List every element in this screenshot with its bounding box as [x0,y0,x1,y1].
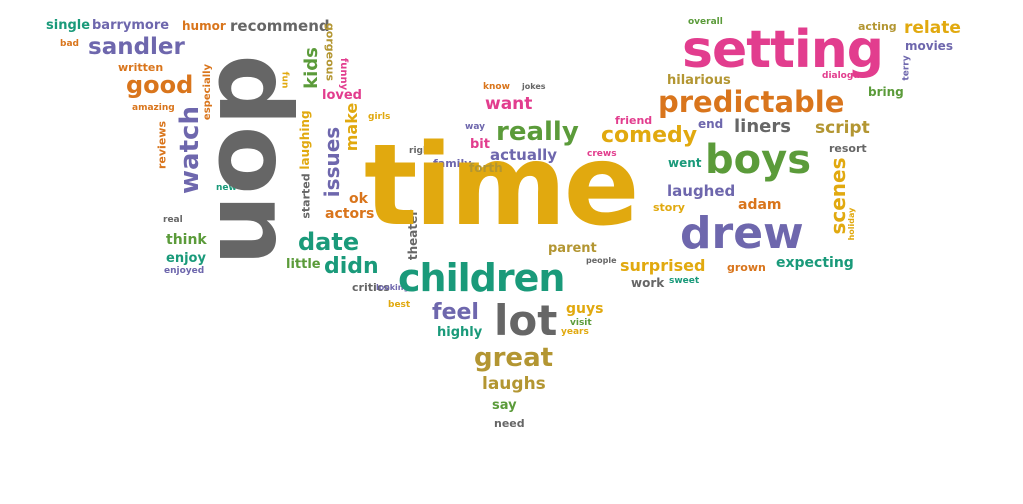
word-surprised: surprised [620,256,706,275]
word-need: need [494,417,525,430]
word-acting: acting [858,20,897,33]
word-family: family [433,157,472,170]
word-expecting: expecting [776,255,854,271]
word-laughing: laughing [298,110,312,170]
word-terry: terry [901,55,912,81]
word-funny: funny [338,57,349,91]
word-amazing: amazing [132,103,175,113]
word-enjoyed: enjoyed [164,266,205,276]
word-work: work [631,276,665,290]
word-say: say [492,398,517,413]
word-feel: feel [432,300,479,325]
word-date: date [298,228,360,256]
word-crews: crews [587,149,617,159]
word-lot: lot [494,296,558,345]
word-bring: bring [868,85,904,99]
word-movies: movies [905,39,953,53]
word-bit: bit [470,137,490,152]
word-best: best [388,300,411,310]
word-really: really [496,117,579,147]
word-scenes: scenes [826,157,850,235]
word-girls: girls [368,112,391,122]
word-guys: guys [566,301,604,317]
word-make: make [342,102,361,152]
word-friend: friend [615,114,653,127]
word-written: written [118,61,164,74]
word-started: started [299,173,313,219]
word-great: great [474,343,554,373]
word-actors: actors [325,206,375,222]
word-liners: liners [734,116,791,137]
word-real: real [163,215,183,225]
word-actually: actually [490,146,558,164]
word-reviews: reviews [155,121,169,169]
word-issues: issues [320,126,344,198]
word-barrymore: barrymore [92,18,170,33]
word-critics: critics [352,281,390,294]
word-sweet: sweet [669,276,700,286]
word-little: little [286,257,321,272]
word-years: years [561,327,589,337]
word-ok: ok [349,191,368,207]
word-gorgeous: gorgeous [323,22,337,82]
word-single: single [46,18,91,33]
word-comedy: comedy [601,123,698,148]
word-script: script [815,118,870,138]
word-highly: highly [437,325,483,340]
word-visit: visit [570,318,592,328]
word-want: want [485,94,533,114]
word-boys: boys [705,137,811,183]
word-right: right [409,146,434,156]
word-overall: overall [688,17,723,27]
word-bad: bad [60,39,79,49]
word-humor: humor [182,19,226,33]
word-grown: grown [727,261,766,274]
word-relate: relate [904,18,961,38]
word-enjoy: enjoy [166,251,206,266]
word-time: time [364,121,640,251]
word-end: end [698,117,724,131]
word-went: went [668,156,702,170]
word-hilarious: hilarious [667,73,731,88]
word-fun: fun [279,71,290,89]
word-adam: adam [738,197,782,213]
word-people: people [586,256,617,265]
word-story: story [653,201,685,214]
word-way: way [465,122,485,132]
word-looking: looking [376,283,410,292]
word-laughs: laughs [482,374,546,394]
word-know: know [483,82,510,92]
word-dialogue: dialogue [822,71,866,81]
word-new: new [216,183,237,193]
word-drew: drew [680,208,804,259]
word-holiday: holiday [847,207,856,241]
word-children: children [398,256,565,300]
word-think: think [166,232,207,248]
word-parent: parent [548,241,597,256]
word-didn: didn [324,254,379,279]
word-jokes: jokes [522,82,546,91]
word-kids: kids [301,47,322,89]
word-setting: setting [682,20,884,80]
word-recommend: recommend [230,17,330,35]
word-sandler: sandler [88,34,185,60]
word-forth: forth [469,161,503,175]
word-resort: resort [829,142,867,155]
word-good: good [126,71,194,99]
word-laughed: laughed [667,182,736,200]
word-loved: loved [322,88,362,103]
word-predictable: predictable [658,85,845,119]
